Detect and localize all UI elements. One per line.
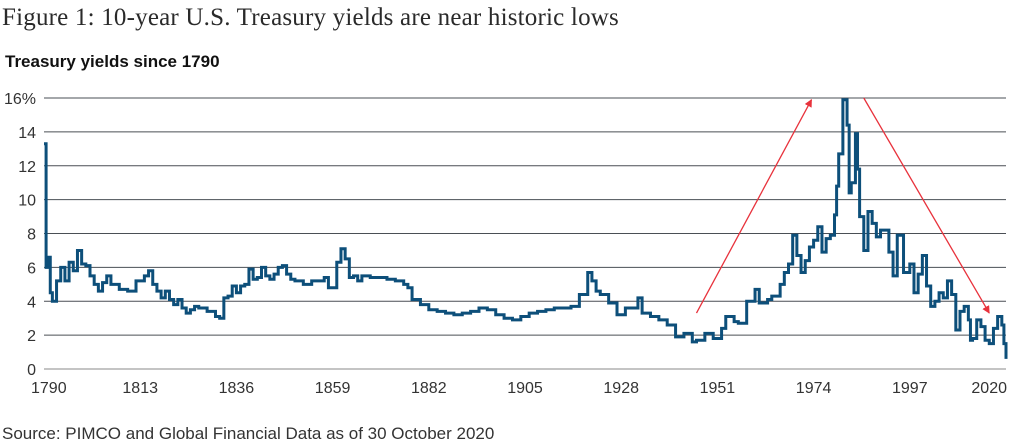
- x-tick-label: 2020: [971, 380, 1007, 397]
- y-tick-label: 10: [18, 193, 36, 210]
- x-tick-label: 1836: [219, 380, 255, 397]
- x-tick-label: 1974: [796, 380, 832, 397]
- x-tick-label: 1790: [31, 380, 67, 397]
- chart-title: Figure 1: 10-year U.S. Treasury yields a…: [2, 4, 619, 31]
- source-note: Source: PIMCO and Global Financial Data …: [2, 424, 495, 443]
- y-tick-label: 0: [27, 362, 36, 379]
- trend-arrow: [695, 99, 813, 314]
- y-tick-label: 6: [27, 260, 36, 277]
- y-tick-label: 14: [18, 125, 36, 142]
- x-tick-label: 1882: [411, 380, 447, 397]
- x-tick-label: 1997: [892, 380, 928, 397]
- x-tick-label: 1905: [507, 380, 543, 397]
- trend-arrow: [863, 97, 990, 314]
- y-tick-label: 16%: [4, 91, 36, 108]
- y-tick-label: 8: [27, 227, 36, 244]
- y-tick-label: 2: [27, 328, 36, 345]
- y-tick-label: 12: [18, 159, 36, 176]
- x-tick-label: 1859: [315, 380, 351, 397]
- yield-series-line: [44, 98, 1008, 359]
- x-tick-label: 1951: [700, 380, 736, 397]
- y-tick-label: 4: [27, 294, 36, 311]
- chart-subtitle: Treasury yields since 1790: [5, 52, 220, 71]
- x-tick-label: 1813: [122, 380, 158, 397]
- x-tick-label: 1928: [603, 380, 639, 397]
